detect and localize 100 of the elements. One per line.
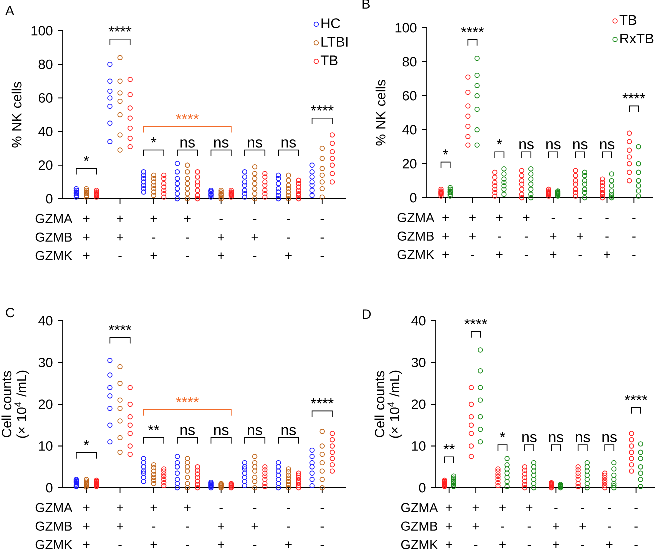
category-label: + + - xyxy=(472,504,480,546)
y-tick-label: 60 xyxy=(402,91,417,101)
annotation: ns xyxy=(248,140,262,148)
y-axis-title: % NK cells xyxy=(376,80,386,146)
category-label: + - - xyxy=(184,216,191,258)
category-label: - - - xyxy=(320,508,324,546)
annotation: ns xyxy=(546,141,561,150)
y-tick-label: 40 xyxy=(38,316,53,326)
annotation: ns xyxy=(520,141,534,150)
x-tick-label: + + + xyxy=(83,216,90,260)
x-tick-label: + + + xyxy=(83,504,90,548)
category-label: - - + xyxy=(286,219,292,260)
category-label: + - - xyxy=(184,504,191,546)
category-label: - - - xyxy=(320,219,324,258)
legend-label: TB xyxy=(320,56,338,66)
y-axis-title: % NK cells xyxy=(12,82,22,148)
annotation: ns xyxy=(522,434,537,443)
category-label: - + - xyxy=(252,219,258,258)
y-tick-label: 0 xyxy=(410,193,417,203)
annotation: ns xyxy=(549,434,564,443)
category-label: + - + xyxy=(496,214,503,258)
y-tick-label: 30 xyxy=(38,358,53,368)
annotation: ns xyxy=(573,141,588,150)
x-tick-label: + + + xyxy=(446,504,452,548)
annotation: **** xyxy=(311,106,334,111)
category-label: - - - xyxy=(632,218,636,256)
annotation: * xyxy=(84,156,90,162)
annotation: ns xyxy=(248,427,262,436)
annotation: ns xyxy=(180,140,195,148)
text: GZMA xyxy=(36,214,73,224)
category-label: + + - xyxy=(470,214,476,256)
chart-title: C xyxy=(6,308,15,318)
x-tick-label: - + + xyxy=(218,508,224,548)
text: GZMK xyxy=(36,540,73,550)
y-tick-label: 0 xyxy=(46,194,53,204)
text: GZMB xyxy=(36,232,72,242)
y-tick-label: 20 xyxy=(38,400,53,410)
y-tick-label: 80 xyxy=(38,60,53,70)
y-tick-label: 0 xyxy=(46,483,53,493)
annotation: **** xyxy=(622,93,646,99)
y-tick-label: 80 xyxy=(402,57,417,67)
y-tick-label: 40 xyxy=(402,125,417,135)
annotation: **** xyxy=(464,319,488,324)
legend-label: TB xyxy=(620,15,637,26)
category-label: + - + xyxy=(500,504,506,548)
category-label: - - + xyxy=(606,508,613,548)
annotation: **** xyxy=(461,27,484,32)
y-tick-label: 40 xyxy=(38,127,53,137)
legend-label: HC xyxy=(322,18,340,29)
category-label: - - + xyxy=(286,508,292,548)
annotation: ** xyxy=(444,444,455,450)
x-tick-label: - + + xyxy=(550,218,557,258)
text: GZMK xyxy=(401,540,438,550)
y-tick-label: 10 xyxy=(412,441,426,452)
chart-title: A xyxy=(6,6,14,16)
annotation: * xyxy=(151,138,157,143)
y-tick-label: 100 xyxy=(396,23,417,33)
text: GZMK xyxy=(36,251,73,260)
y-tick-label: 60 xyxy=(38,93,53,103)
text: GZMB xyxy=(36,522,72,531)
annotation: * xyxy=(84,440,90,446)
annotation: **** xyxy=(176,397,200,402)
y-tick-label: 20 xyxy=(412,400,426,410)
text: GZMA xyxy=(36,503,73,512)
category-label: + + - xyxy=(117,504,124,546)
annotation: **** xyxy=(176,114,200,120)
text: GZMB xyxy=(398,232,434,241)
annotation: ns xyxy=(282,427,296,436)
text: GZMB xyxy=(401,522,438,531)
annotation: ns xyxy=(282,140,296,148)
annotation: **** xyxy=(624,395,648,400)
x-tick-label: + + + xyxy=(442,214,449,258)
category-label: - - - xyxy=(634,508,638,546)
category-label: + + - xyxy=(117,216,124,258)
text: GZMK xyxy=(398,250,434,260)
annotation: **** xyxy=(108,324,132,330)
x-tick-label: - + + xyxy=(218,219,224,260)
category-label: + - + xyxy=(150,504,158,548)
legend-label: RxTB xyxy=(620,34,654,44)
annotation: ns xyxy=(602,434,617,443)
annotation: ns xyxy=(180,427,195,436)
annotation: ns xyxy=(214,140,229,148)
category-label: - - + xyxy=(604,218,610,258)
text: GZMA xyxy=(398,213,435,222)
annotation: **** xyxy=(108,26,132,32)
chart-title: D xyxy=(363,310,372,320)
category-label: + - - xyxy=(523,214,530,256)
y-tick-label: 40 xyxy=(412,316,426,326)
category-label: - + - xyxy=(577,218,584,256)
annotation: ns xyxy=(214,427,229,436)
annotation: **** xyxy=(311,398,334,404)
category-label: - + - xyxy=(252,508,258,546)
annotation: * xyxy=(496,139,502,145)
y-tick-label: 20 xyxy=(38,160,53,170)
y-tick-label: 100 xyxy=(32,26,53,36)
y-tick-label: 20 xyxy=(402,159,417,169)
annotation: ns xyxy=(600,141,615,150)
y-tick-label: 30 xyxy=(412,358,426,368)
category-label: + - + xyxy=(150,216,158,260)
annotation: ns xyxy=(576,434,590,443)
